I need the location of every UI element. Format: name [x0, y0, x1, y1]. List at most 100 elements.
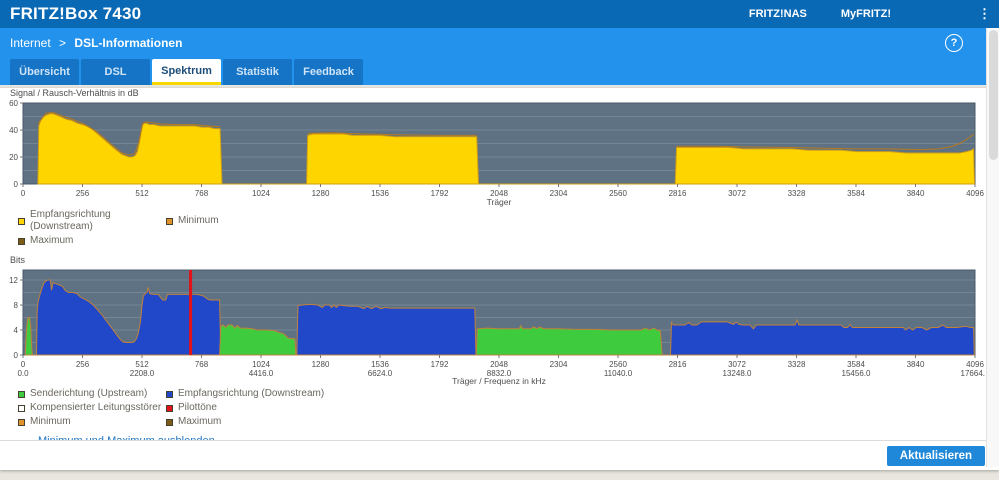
svg-text:2816: 2816	[669, 189, 687, 198]
legend-label: Kompensierter Leitungsstörer	[30, 402, 162, 413]
svg-text:512: 512	[135, 360, 149, 369]
svg-text:3072: 3072	[728, 189, 746, 198]
svg-text:8: 8	[14, 301, 19, 310]
svg-text:3840: 3840	[907, 360, 925, 369]
tab-statistik[interactable]: Statistik	[223, 59, 292, 85]
svg-text:13248.0: 13248.0	[723, 369, 752, 378]
legend-label: Minimum	[178, 215, 219, 226]
svg-text:12: 12	[9, 276, 18, 285]
svg-text:1792: 1792	[431, 360, 449, 369]
svg-text:3584: 3584	[847, 360, 865, 369]
myfritz-link[interactable]: MyFRITZ!	[840, 8, 891, 20]
breadcrumb-page-title: DSL-Informationen	[74, 35, 183, 50]
legend-label: Maximum	[30, 235, 74, 246]
legend-label: Empfangsrichtung (Downstream)	[178, 388, 325, 399]
svg-text:0: 0	[14, 351, 19, 360]
tab-spektrum[interactable]: Spektrum	[152, 59, 221, 85]
legend-item-downstream: Empfangsrichtung (Downstream)	[18, 209, 166, 233]
svg-text:256: 256	[76, 189, 90, 198]
minimum-swatch-icon	[166, 217, 173, 225]
svg-text:3072: 3072	[728, 360, 746, 369]
svg-text:2304: 2304	[550, 189, 568, 198]
tab-uebersicht[interactable]: Übersicht	[10, 59, 79, 85]
legend-item-upstream: Senderichtung (Upstream)	[18, 388, 166, 400]
maximum-swatch-icon	[18, 237, 25, 245]
svg-text:1792: 1792	[431, 189, 449, 198]
svg-text:4: 4	[14, 326, 19, 335]
downstream-swatch-icon	[166, 390, 173, 398]
svg-text:2208.0: 2208.0	[130, 369, 155, 378]
minimum-swatch-icon	[18, 418, 25, 426]
upstream-swatch-icon	[18, 390, 25, 398]
legend-item-kompensierter-leitungsstoerer: Kompensierter Leitungsstörer	[18, 402, 166, 414]
legend-label: Maximum	[178, 416, 222, 427]
legend-item-minimum: Minimum	[166, 209, 438, 233]
legend-label: Minimum	[30, 416, 71, 427]
legend-item-minimum: Minimum	[18, 416, 166, 428]
breadcrumb-separator: >	[59, 35, 67, 50]
kebab-menu-icon[interactable]: ⋮	[978, 6, 991, 21]
legend-label: Pilottöne	[178, 402, 217, 413]
legend-label: Empfangsrichtung (Downstream)	[30, 209, 111, 232]
legend-label: Senderichtung (Upstream)	[30, 388, 148, 399]
snr-chart: 0 20 40 60 0 256 512 768 1024 1280 1536 1792 2048 230…	[9, 99, 984, 207]
svg-text:20: 20	[9, 153, 18, 162]
svg-text:8832.0: 8832.0	[487, 369, 512, 378]
svg-text:2048: 2048	[490, 189, 508, 198]
vertical-scrollbar[interactable]	[986, 28, 999, 467]
svg-text:3328: 3328	[788, 360, 806, 369]
content-panel: Signal / Rausch-Verhältnis in dB 0 20 40 60…	[0, 88, 999, 470]
svg-text:17664.0: 17664.0	[961, 369, 985, 378]
svg-text:40: 40	[9, 126, 18, 135]
svg-text:1280: 1280	[312, 360, 330, 369]
svg-text:2304: 2304	[550, 360, 568, 369]
tab-dsl[interactable]: DSL	[81, 59, 150, 85]
svg-text:6624.0: 6624.0	[368, 369, 393, 378]
svg-text:768: 768	[195, 360, 209, 369]
breadcrumb-bar: Internet > DSL-Informationen ?	[0, 28, 999, 57]
bits-chart-title: Bits	[10, 255, 26, 265]
svg-text:1024: 1024	[252, 360, 270, 369]
svg-text:Träger: Träger	[487, 197, 512, 207]
svg-text:0: 0	[21, 189, 26, 198]
svg-text:3584: 3584	[847, 189, 865, 198]
leitungsstoerer-swatch-icon	[18, 404, 25, 412]
svg-text:Träger / Frequenz in kHz: Träger / Frequenz in kHz	[452, 376, 546, 386]
maximum-swatch-icon	[166, 418, 173, 426]
svg-text:0: 0	[21, 360, 26, 369]
top-links: FRITZ!NAS MyFRITZ!	[749, 8, 891, 20]
bits-chart: 0 4 8 12 0 256 512 768 1024 1280 1536 1792 2048 2304 2…	[9, 269, 985, 386]
svg-text:0: 0	[14, 180, 19, 189]
app-title[interactable]: FRITZ!Box 7430	[10, 4, 142, 23]
svg-text:256: 256	[76, 360, 90, 369]
help-icon[interactable]: ?	[945, 33, 963, 52]
svg-text:1280: 1280	[312, 189, 330, 198]
svg-text:512: 512	[135, 189, 149, 198]
svg-text:4416.0: 4416.0	[249, 369, 274, 378]
svg-text:2048: 2048	[490, 360, 508, 369]
legend-item-maximum: Maximum	[166, 416, 438, 428]
tab-bar: Übersicht DSL Spektrum Statistik Feedbac…	[0, 57, 999, 85]
bits-chart-legend: Senderichtung (Upstream) Empfangsrichtun…	[18, 388, 438, 428]
svg-text:768: 768	[195, 189, 209, 198]
scrollbar-thumb[interactable]	[989, 30, 998, 160]
svg-text:2560: 2560	[609, 189, 627, 198]
svg-text:11040.0: 11040.0	[604, 369, 633, 378]
fritznas-link[interactable]: FRITZ!NAS	[748, 8, 807, 20]
footer-bar: Aktualisieren	[0, 440, 999, 470]
svg-text:2816: 2816	[669, 360, 687, 369]
svg-text:4096: 4096	[966, 360, 984, 369]
legend-item-downstream: Empfangsrichtung (Downstream)	[166, 388, 438, 400]
legend-item-maximum: Maximum	[18, 235, 166, 247]
svg-text:1536: 1536	[371, 189, 389, 198]
breadcrumb-internet[interactable]: Internet	[10, 35, 51, 50]
legend-item-pilottoene: Pilottöne	[166, 402, 438, 414]
snr-chart-title: Signal / Rausch-Verhältnis in dB	[10, 88, 139, 98]
refresh-button[interactable]: Aktualisieren	[886, 446, 985, 466]
svg-text:2560: 2560	[609, 360, 627, 369]
tab-feedback[interactable]: Feedback	[294, 59, 363, 85]
svg-text:0.0: 0.0	[17, 369, 29, 378]
top-bar: FRITZ!Box 7430 FRITZ!NAS MyFRITZ! ⋮	[0, 0, 999, 28]
svg-text:3328: 3328	[788, 189, 806, 198]
pilottoene-swatch-icon	[166, 404, 173, 412]
